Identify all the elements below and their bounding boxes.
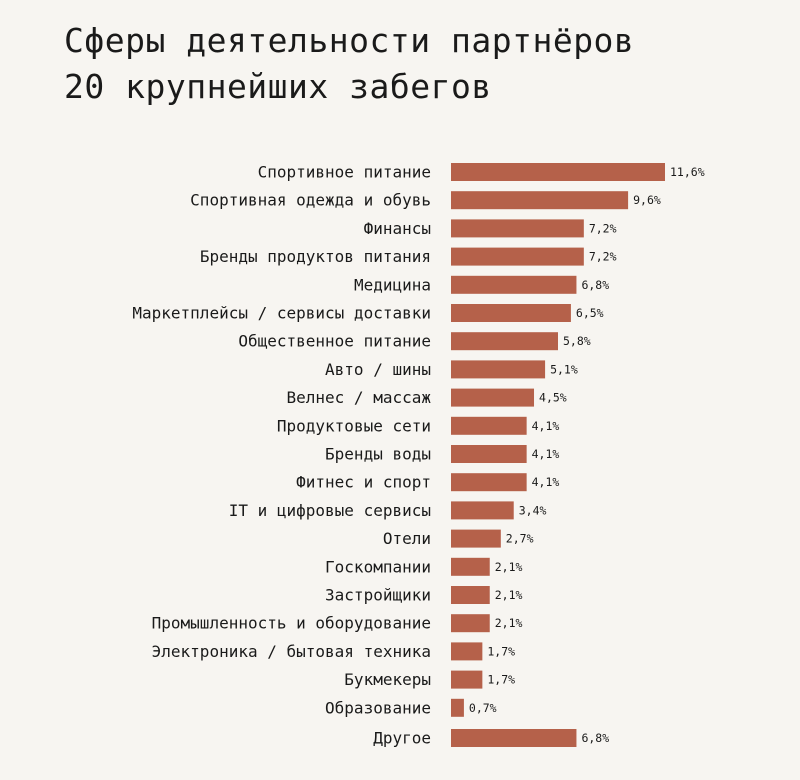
category-label: Бренды продуктов питания (200, 247, 431, 266)
bar (451, 360, 546, 379)
category-label: Госкомпании (325, 557, 431, 576)
bar (451, 275, 577, 294)
value-label: 2,1% (495, 616, 523, 630)
category-label: Велнес / массаж (287, 388, 432, 407)
bar (451, 445, 527, 463)
bar (451, 501, 514, 520)
value-label: 4,1% (532, 447, 560, 461)
value-label: 2,1% (495, 588, 523, 602)
value-label: 7,2% (589, 250, 617, 264)
category-label: Электроника / бытовая техника (152, 642, 431, 661)
category-label: Маркетплейсы / сервисы доставки (132, 304, 431, 323)
bar (451, 163, 665, 181)
value-label: 6,8% (581, 731, 609, 745)
chart-title: Сферы деятельности партнёров 20 крупнейш… (64, 18, 784, 110)
category-label: Букмекеры (344, 670, 431, 689)
value-label: 11,6% (670, 165, 705, 179)
bar (451, 416, 527, 435)
chart-title-line-2: 20 крупнейших забегов (64, 67, 492, 106)
bar (451, 614, 490, 633)
bar (451, 191, 629, 210)
bar (451, 304, 571, 322)
category-label: Бренды воды (325, 445, 431, 464)
category-label: Спортивная одежда и обувь (190, 191, 431, 210)
category-label: Финансы (364, 219, 431, 238)
category-label: Продуктовые сети (277, 416, 431, 435)
value-label: 6,5% (576, 306, 604, 320)
value-label: 4,1% (532, 475, 560, 489)
bar (451, 670, 483, 689)
bar (451, 529, 501, 548)
bar (451, 219, 584, 238)
category-label: Промышленность и оборудование (152, 614, 431, 633)
bar (451, 473, 527, 492)
value-label: 5,8% (563, 334, 591, 348)
category-label: Медицина (354, 275, 431, 294)
value-label: 2,7% (506, 532, 534, 546)
category-label: Отели (383, 529, 431, 548)
bar (451, 388, 535, 407)
category-label: Общественное питание (238, 332, 431, 351)
value-label: 9,6% (633, 193, 661, 207)
value-label: 4,1% (532, 419, 560, 433)
value-label: 7,2% (589, 221, 617, 235)
bar (451, 642, 483, 661)
category-label: Образование (325, 698, 431, 717)
value-label: 3,4% (519, 503, 547, 517)
bar (451, 729, 577, 747)
chart-title-line-1: Сферы деятельности партнёров (64, 21, 635, 60)
category-label: IT и цифровые сервисы (229, 501, 431, 520)
value-label: 0,7% (469, 701, 497, 715)
bar (451, 586, 490, 604)
category-label: Другое (373, 729, 431, 748)
category-label: Авто / шины (325, 360, 431, 379)
value-label: 1,7% (487, 644, 515, 658)
value-label: 2,1% (495, 560, 523, 574)
category-label: Застройщики (325, 586, 431, 605)
value-label: 4,5% (539, 391, 567, 405)
value-label: 1,7% (487, 673, 515, 687)
bar (451, 247, 584, 266)
category-label: Фитнес и спорт (296, 473, 431, 492)
bar (451, 698, 464, 717)
bar (451, 557, 490, 576)
value-label: 5,1% (550, 362, 578, 376)
category-label: Спортивное питание (258, 163, 431, 182)
bar (451, 332, 558, 351)
value-label: 6,8% (581, 278, 609, 292)
